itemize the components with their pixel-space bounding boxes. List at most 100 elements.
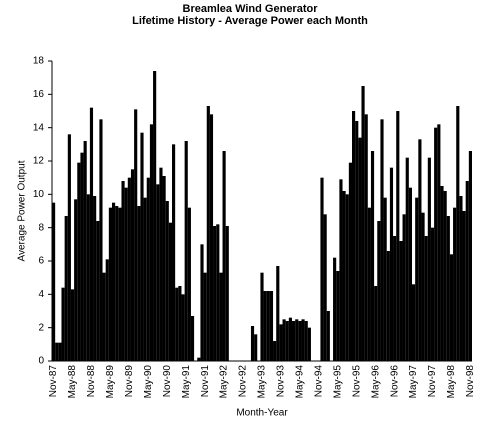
y-tick-label: 18 [33,56,45,67]
bar [399,241,403,361]
bar [449,254,454,361]
chart-title: Breamlea Wind Generator [183,3,319,15]
x-tick-label: Nov-94 [313,365,324,398]
bar [405,157,409,361]
y-tick-label: 2 [38,322,44,333]
bar [361,86,365,361]
x-tick-label: May-98 [446,365,457,399]
bar [137,206,141,361]
y-tick-label: 16 [33,89,45,100]
bar [99,119,103,361]
bar [352,111,356,361]
bar [130,169,135,361]
bar [58,342,62,361]
bar [358,137,362,361]
bar [165,201,169,361]
bar [355,121,359,361]
bar [61,287,65,361]
bar [370,151,375,361]
bar [203,272,207,361]
bar [263,291,267,361]
bar [273,341,277,361]
bar [418,139,422,361]
bar [320,177,324,361]
bar [121,181,125,361]
x-tick-label: May-95 [332,365,343,399]
bar [118,207,122,361]
y-tick-label: 14 [33,122,45,133]
bar [396,111,400,361]
x-tick-label: May-97 [408,365,419,399]
bar [89,107,94,362]
bar [134,109,138,361]
y-axis-title: Average Power Output [17,160,28,261]
bar [67,134,71,361]
x-tick-label: Nov-88 [86,365,97,398]
bar [298,321,302,361]
bar [456,106,460,361]
x-tick-label: May-91 [181,365,192,399]
bar [102,272,106,361]
bar [200,244,204,361]
x-tick-label: Nov-95 [351,365,362,398]
bar [434,127,438,362]
bar [156,184,160,361]
bar [386,251,390,361]
x-axis-title: Month-Year [236,408,288,419]
bar [153,71,157,361]
y-tick-label: 4 [38,289,44,300]
bar [184,141,188,361]
bar [74,199,78,361]
bar [52,202,56,361]
bar [105,259,109,361]
x-tick-label: Nov-91 [200,365,211,398]
bar [55,342,59,361]
bar [389,167,394,361]
bar [175,287,179,361]
x-tick-label: May-89 [105,365,116,399]
bar [285,321,289,361]
chart-subtitle: Lifetime History - Average Power each Mo… [132,15,368,27]
bar [295,319,299,361]
x-tick-label: Nov-98 [465,365,476,398]
bar [421,212,425,361]
bar [348,162,352,361]
bar [279,324,283,361]
bar [412,284,416,361]
bar [292,321,296,361]
bar [415,197,419,361]
bar [172,144,176,361]
bar [70,289,75,361]
bar [93,196,97,361]
y-tick-label: 8 [38,222,44,233]
bar [459,196,463,361]
bar [342,191,346,361]
bar [140,132,144,361]
bar [225,226,229,361]
bar [339,179,343,361]
bar [254,334,258,361]
bar [115,206,119,361]
bar [269,291,274,361]
bar [307,327,311,361]
bar [367,207,371,361]
bar [96,221,100,361]
bar [86,194,90,361]
bar [266,291,270,361]
bar [374,286,378,361]
bar [276,266,280,361]
y-tick-label: 0 [38,356,44,367]
x-tick-label: Nov-97 [427,365,438,398]
bar [380,119,384,361]
x-tick-label: Nov-96 [389,365,400,398]
bar [402,214,406,361]
bar [440,186,444,361]
bar [393,236,397,361]
bar [333,257,337,361]
bar [260,272,264,361]
bar [250,326,255,361]
bar [468,151,472,361]
x-tick-label: May-90 [143,365,154,399]
bar [124,187,128,361]
